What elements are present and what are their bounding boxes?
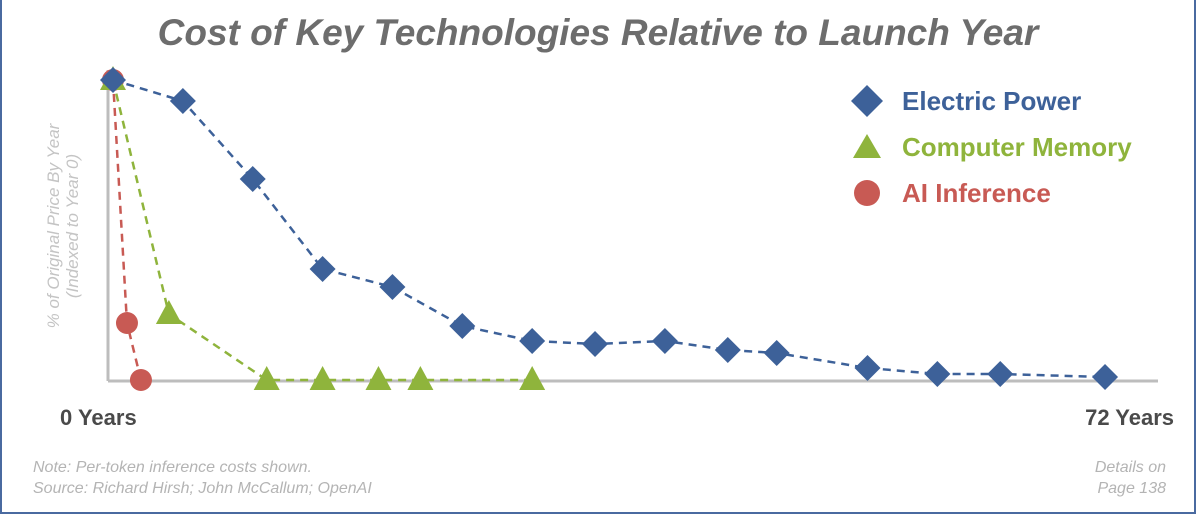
legend-item-computer-memory: Computer Memory — [850, 124, 1132, 170]
data-point-electric-power-6 — [519, 328, 546, 354]
x-tick-end: 72 Years — [1085, 405, 1174, 430]
series-electric-power — [100, 67, 1119, 390]
data-point-computer-memory-5 — [407, 366, 434, 390]
data-point-computer-memory-1 — [155, 300, 182, 324]
chart-title: Cost of Key Technologies Relative to Lau… — [157, 12, 1039, 53]
details-line1: Details on — [1094, 459, 1166, 476]
data-point-electric-power-7 — [582, 331, 609, 357]
triangle-icon — [853, 134, 881, 158]
series-computer-memory — [100, 66, 546, 390]
source-line: Source: Richard Hirsh; John McCallum; Op… — [33, 480, 372, 497]
data-point-electric-power-11 — [854, 355, 881, 381]
data-point-electric-power-4 — [379, 274, 406, 300]
legend-label-computer-memory: Computer Memory — [902, 131, 1132, 162]
series-layer — [100, 66, 1119, 391]
data-point-computer-memory-4 — [365, 366, 392, 390]
data-point-electric-power-9 — [714, 337, 741, 363]
legend-label-electric-power: Electric Power — [902, 85, 1082, 116]
legend-item-ai-inference: AI Inference — [850, 170, 1132, 216]
data-point-computer-memory-3 — [309, 366, 336, 390]
legend: Electric Power Computer Memory AI Infere… — [850, 78, 1132, 216]
data-point-ai-inference-2 — [129, 369, 152, 391]
data-point-electric-power-13 — [987, 361, 1014, 387]
data-point-electric-power-8 — [651, 328, 678, 354]
data-point-electric-power-2 — [239, 166, 266, 192]
details-line2: Page 138 — [1097, 480, 1166, 497]
circle-icon — [854, 180, 880, 206]
data-point-ai-inference-1 — [115, 312, 138, 334]
legend-item-electric-power: Electric Power — [850, 78, 1132, 124]
x-tick-start: 0 Years — [60, 405, 137, 430]
data-point-electric-power-3 — [309, 256, 336, 282]
note-line: Note: Per-token inference costs shown. — [33, 459, 312, 476]
source-note: Note: Per-token inference costs shown. S… — [33, 457, 372, 499]
data-point-electric-power-10 — [763, 340, 790, 366]
series-line-ai-inference — [111, 79, 143, 381]
data-point-computer-memory-2 — [253, 366, 280, 390]
data-point-electric-power-1 — [169, 88, 196, 114]
data-point-electric-power-0 — [100, 67, 126, 93]
series-line-computer-memory — [111, 79, 533, 382]
diamond-icon — [851, 85, 883, 117]
data-point-electric-power-14 — [1092, 364, 1119, 390]
details-reference: Details on Page 138 — [1095, 457, 1166, 499]
legend-label-ai-inference: AI Inference — [902, 177, 1051, 208]
data-point-electric-power-5 — [449, 313, 476, 339]
data-point-electric-power-12 — [924, 361, 951, 387]
data-point-computer-memory-6 — [519, 366, 546, 390]
